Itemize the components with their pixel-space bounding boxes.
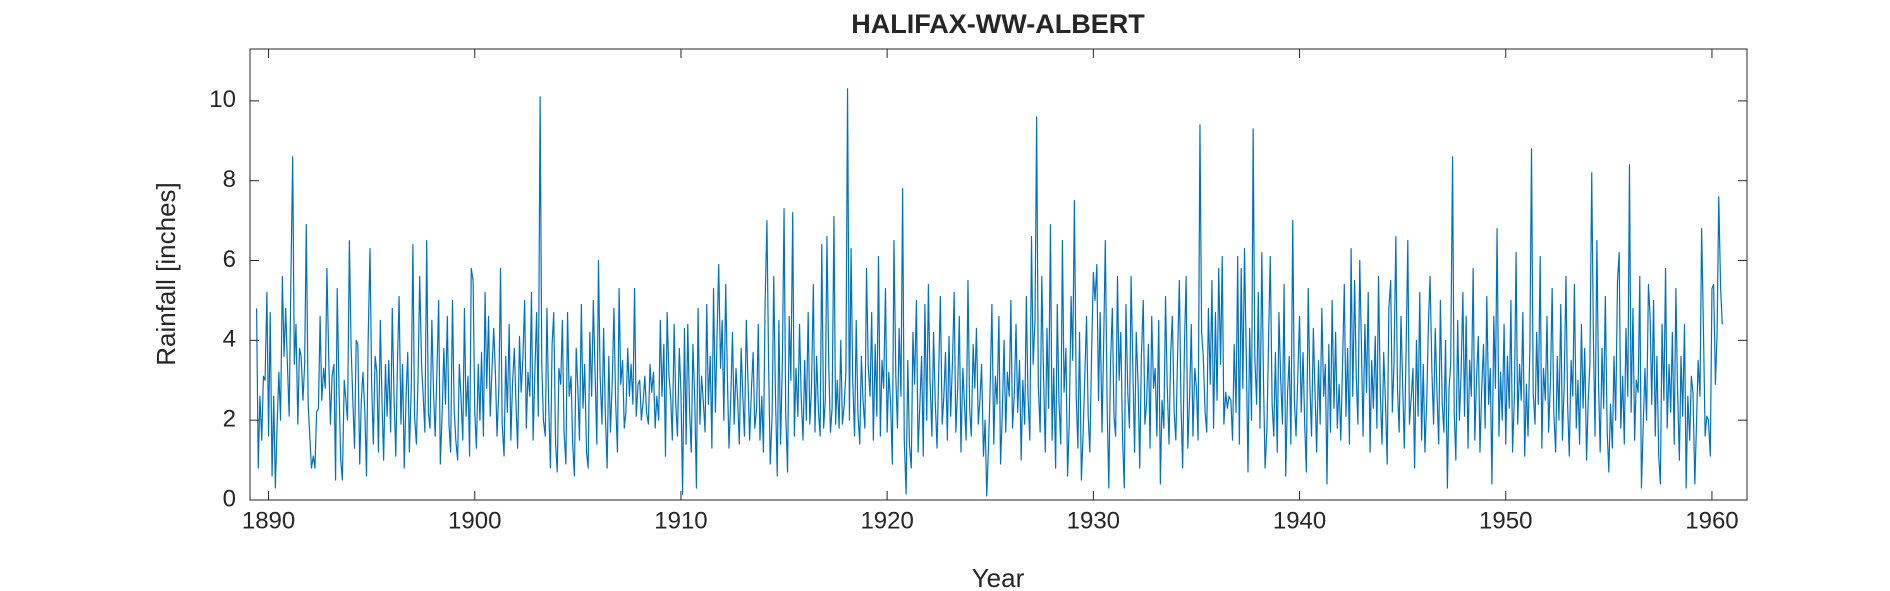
y-axis-label: Rainfall [inches] bbox=[151, 182, 181, 366]
y-tick-label: 2 bbox=[223, 406, 236, 433]
x-tick-label: 1960 bbox=[1685, 507, 1738, 534]
y-tick-label: 8 bbox=[223, 166, 236, 193]
x-tick-label: 1930 bbox=[1067, 507, 1120, 534]
y-tick-label: 6 bbox=[223, 246, 236, 273]
x-tick-label: 1890 bbox=[242, 507, 295, 534]
plot-area bbox=[250, 49, 1747, 500]
x-tick-label: 1920 bbox=[860, 507, 913, 534]
y-tick-label: 0 bbox=[223, 485, 236, 512]
x-tick-label: 1900 bbox=[448, 507, 501, 534]
axes-box bbox=[249, 48, 1748, 501]
x-tick-label: 1950 bbox=[1479, 507, 1532, 534]
y-tick-label: 10 bbox=[209, 86, 236, 113]
y-tick-label: 4 bbox=[223, 326, 236, 353]
x-axis-label: Year bbox=[972, 563, 1025, 591]
chart-title: HALIFAX-WW-ALBERT bbox=[851, 9, 1145, 39]
data-line bbox=[256, 88, 1723, 497]
x-tick-label: 1940 bbox=[1273, 507, 1326, 534]
x-tick-label: 1910 bbox=[654, 507, 707, 534]
